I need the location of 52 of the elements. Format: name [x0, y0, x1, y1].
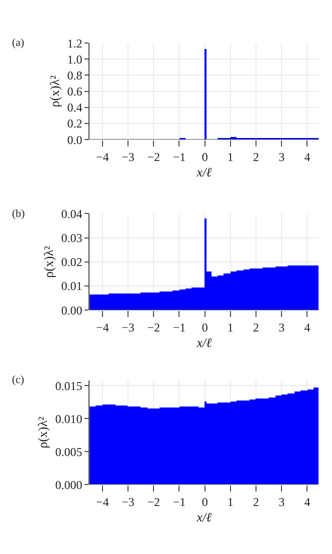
x-tick-label: −3 [122, 150, 134, 164]
y-tick-label: 1.0 [67, 52, 82, 66]
x-tick-label: 1 [227, 495, 234, 510]
y-tick-label: 0.03 [61, 230, 82, 245]
x-tick-label: 4 [304, 320, 310, 335]
y-axis-title: ρ(x)λ² [35, 416, 50, 448]
chart-title: (b) [12, 208, 26, 220]
y-tick-label: 0.005 [55, 444, 82, 459]
x-tick-label: −1 [172, 495, 186, 510]
x-tick-label: −1 [172, 320, 186, 335]
x-tick-label: −2 [147, 150, 160, 164]
x-tick-label: −4 [96, 150, 109, 164]
x-tick-label: 4 [304, 495, 310, 510]
x-tick-label: 0 [202, 320, 208, 335]
x-axis-title: x/ℓ [196, 335, 212, 350]
x-tick-label: 3 [278, 150, 285, 164]
y-tick-label: 0.015 [55, 378, 82, 393]
x-tick-label: 0 [202, 150, 208, 164]
y-tick-label: 0.6 [67, 84, 82, 99]
x-tick-label: 0 [202, 495, 208, 510]
x-tick-label: 1 [227, 150, 234, 164]
y-axis-title: ρ(x)λ² [41, 246, 56, 278]
x-tick-label: −4 [96, 495, 109, 510]
y-tick-label: 0.00 [61, 303, 82, 318]
chart-title: (a) [12, 37, 25, 49]
y-tick-label: 0.8 [67, 68, 82, 82]
y-tick-label: 0.04 [61, 206, 82, 221]
x-tick-label: 3 [278, 320, 285, 335]
x-tick-label: 3 [278, 495, 285, 510]
x-tick-label: 1 [227, 320, 234, 335]
x-tick-label: 2 [253, 150, 260, 164]
x-axis-title: x/ℓ [196, 164, 212, 180]
y-axis-title: ρ(x)λ² [47, 75, 62, 108]
x-tick-label: −3 [122, 495, 134, 510]
x-tick-label: 2 [253, 495, 260, 510]
y-tick-label: 0.000 [55, 478, 82, 492]
y-tick-label: 0.2 [67, 116, 82, 131]
x-tick-label: −2 [147, 495, 160, 510]
x-tick-label: −4 [96, 320, 109, 335]
x-axis-title: x/ℓ [196, 510, 212, 525]
y-tick-label: 0.0 [67, 132, 82, 147]
x-tick-label: −1 [172, 150, 186, 164]
y-tick-label: 0.01 [61, 279, 82, 294]
y-tick-label: 1.2 [67, 36, 82, 50]
x-tick-label: 4 [304, 150, 310, 164]
y-tick-label: 0.02 [61, 255, 82, 270]
y-tick-label: 0.4 [67, 100, 82, 115]
x-tick-label: −2 [147, 320, 160, 335]
x-tick-label: −3 [122, 320, 134, 335]
chart-title: (c) [12, 374, 25, 386]
x-tick-label: 2 [253, 320, 260, 335]
y-tick-label: 0.010 [55, 412, 82, 426]
